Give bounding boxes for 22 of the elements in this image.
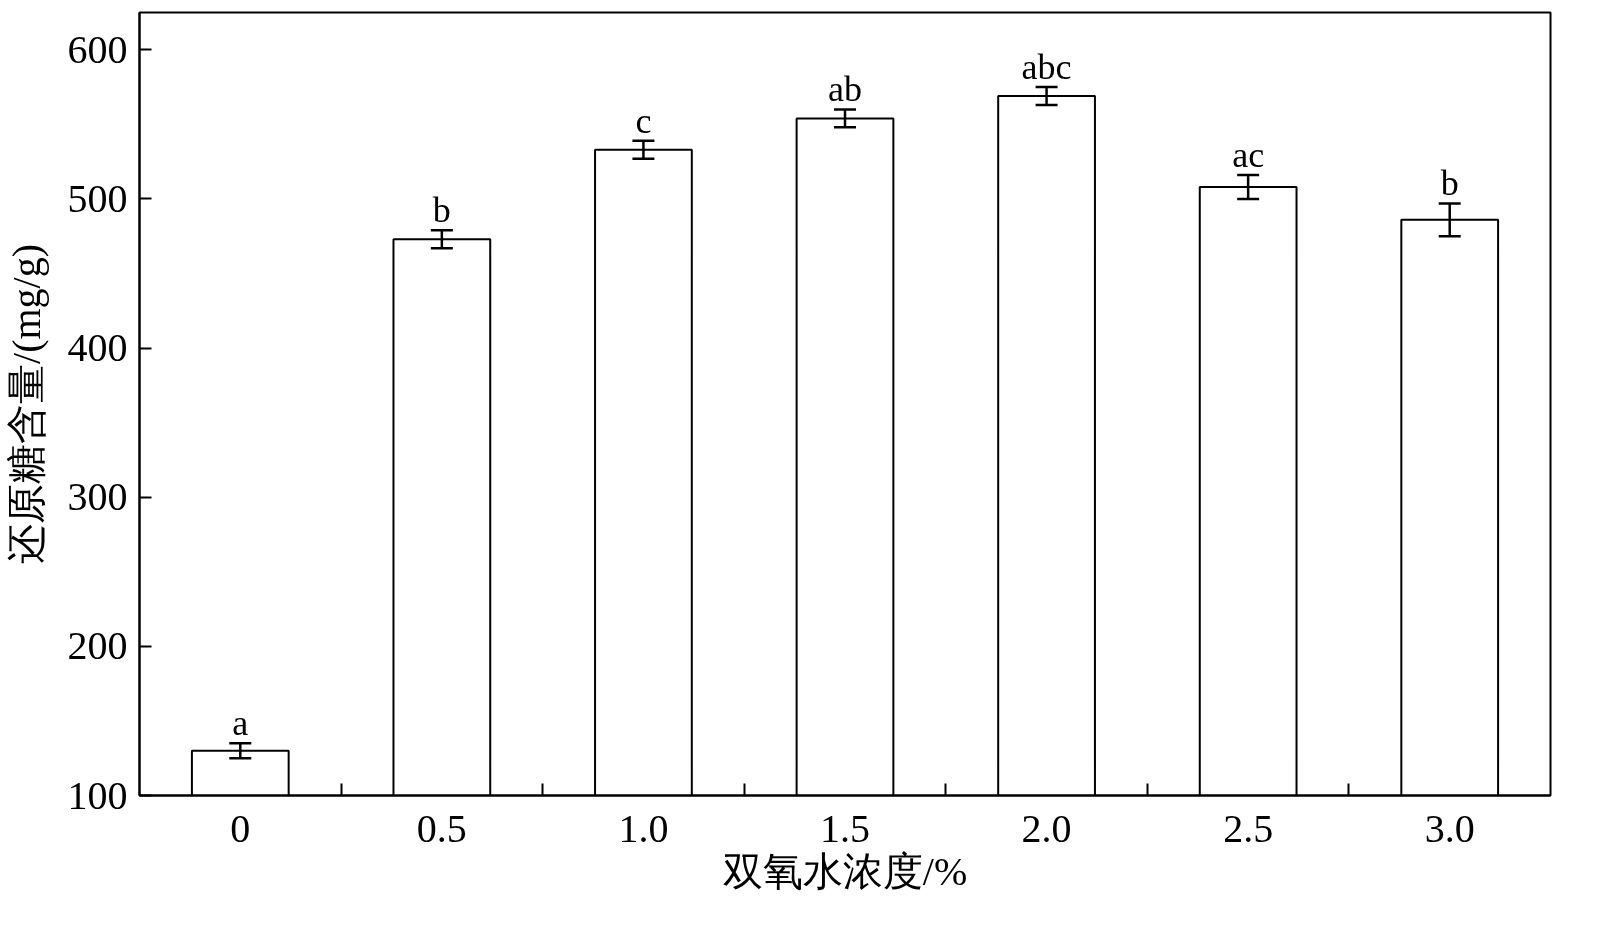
annotation: b [432,190,451,231]
annotation: abc [1021,47,1072,88]
y-tick-label: 400 [67,325,128,371]
x-tick-label: 0 [230,805,251,851]
annotation: b [1440,163,1459,204]
y-tick-label: 500 [67,175,128,221]
annotation: ac [1232,135,1265,176]
y-tick-label: 200 [67,623,128,669]
y-tick-label: 300 [67,474,128,520]
y-tick-label: 100 [67,772,128,818]
x-tick-label: 1.5 [820,805,870,851]
annotation: c [635,100,652,141]
x-axis-title: 双氧水浓度/% [722,848,968,894]
x-tick-label: 0.5 [416,805,467,851]
y-axis-title: 还原糖含量/(mg/g) [3,244,49,564]
y-tick-label: 600 [67,26,128,72]
x-tick-label: 1.0 [618,805,669,851]
x-tick-label: 2.0 [1021,805,1072,851]
x-tick-label: 2.5 [1223,805,1274,851]
x-tick-label: 3.0 [1424,805,1475,851]
annotation: ab [828,69,862,110]
annotation: a [232,703,249,744]
